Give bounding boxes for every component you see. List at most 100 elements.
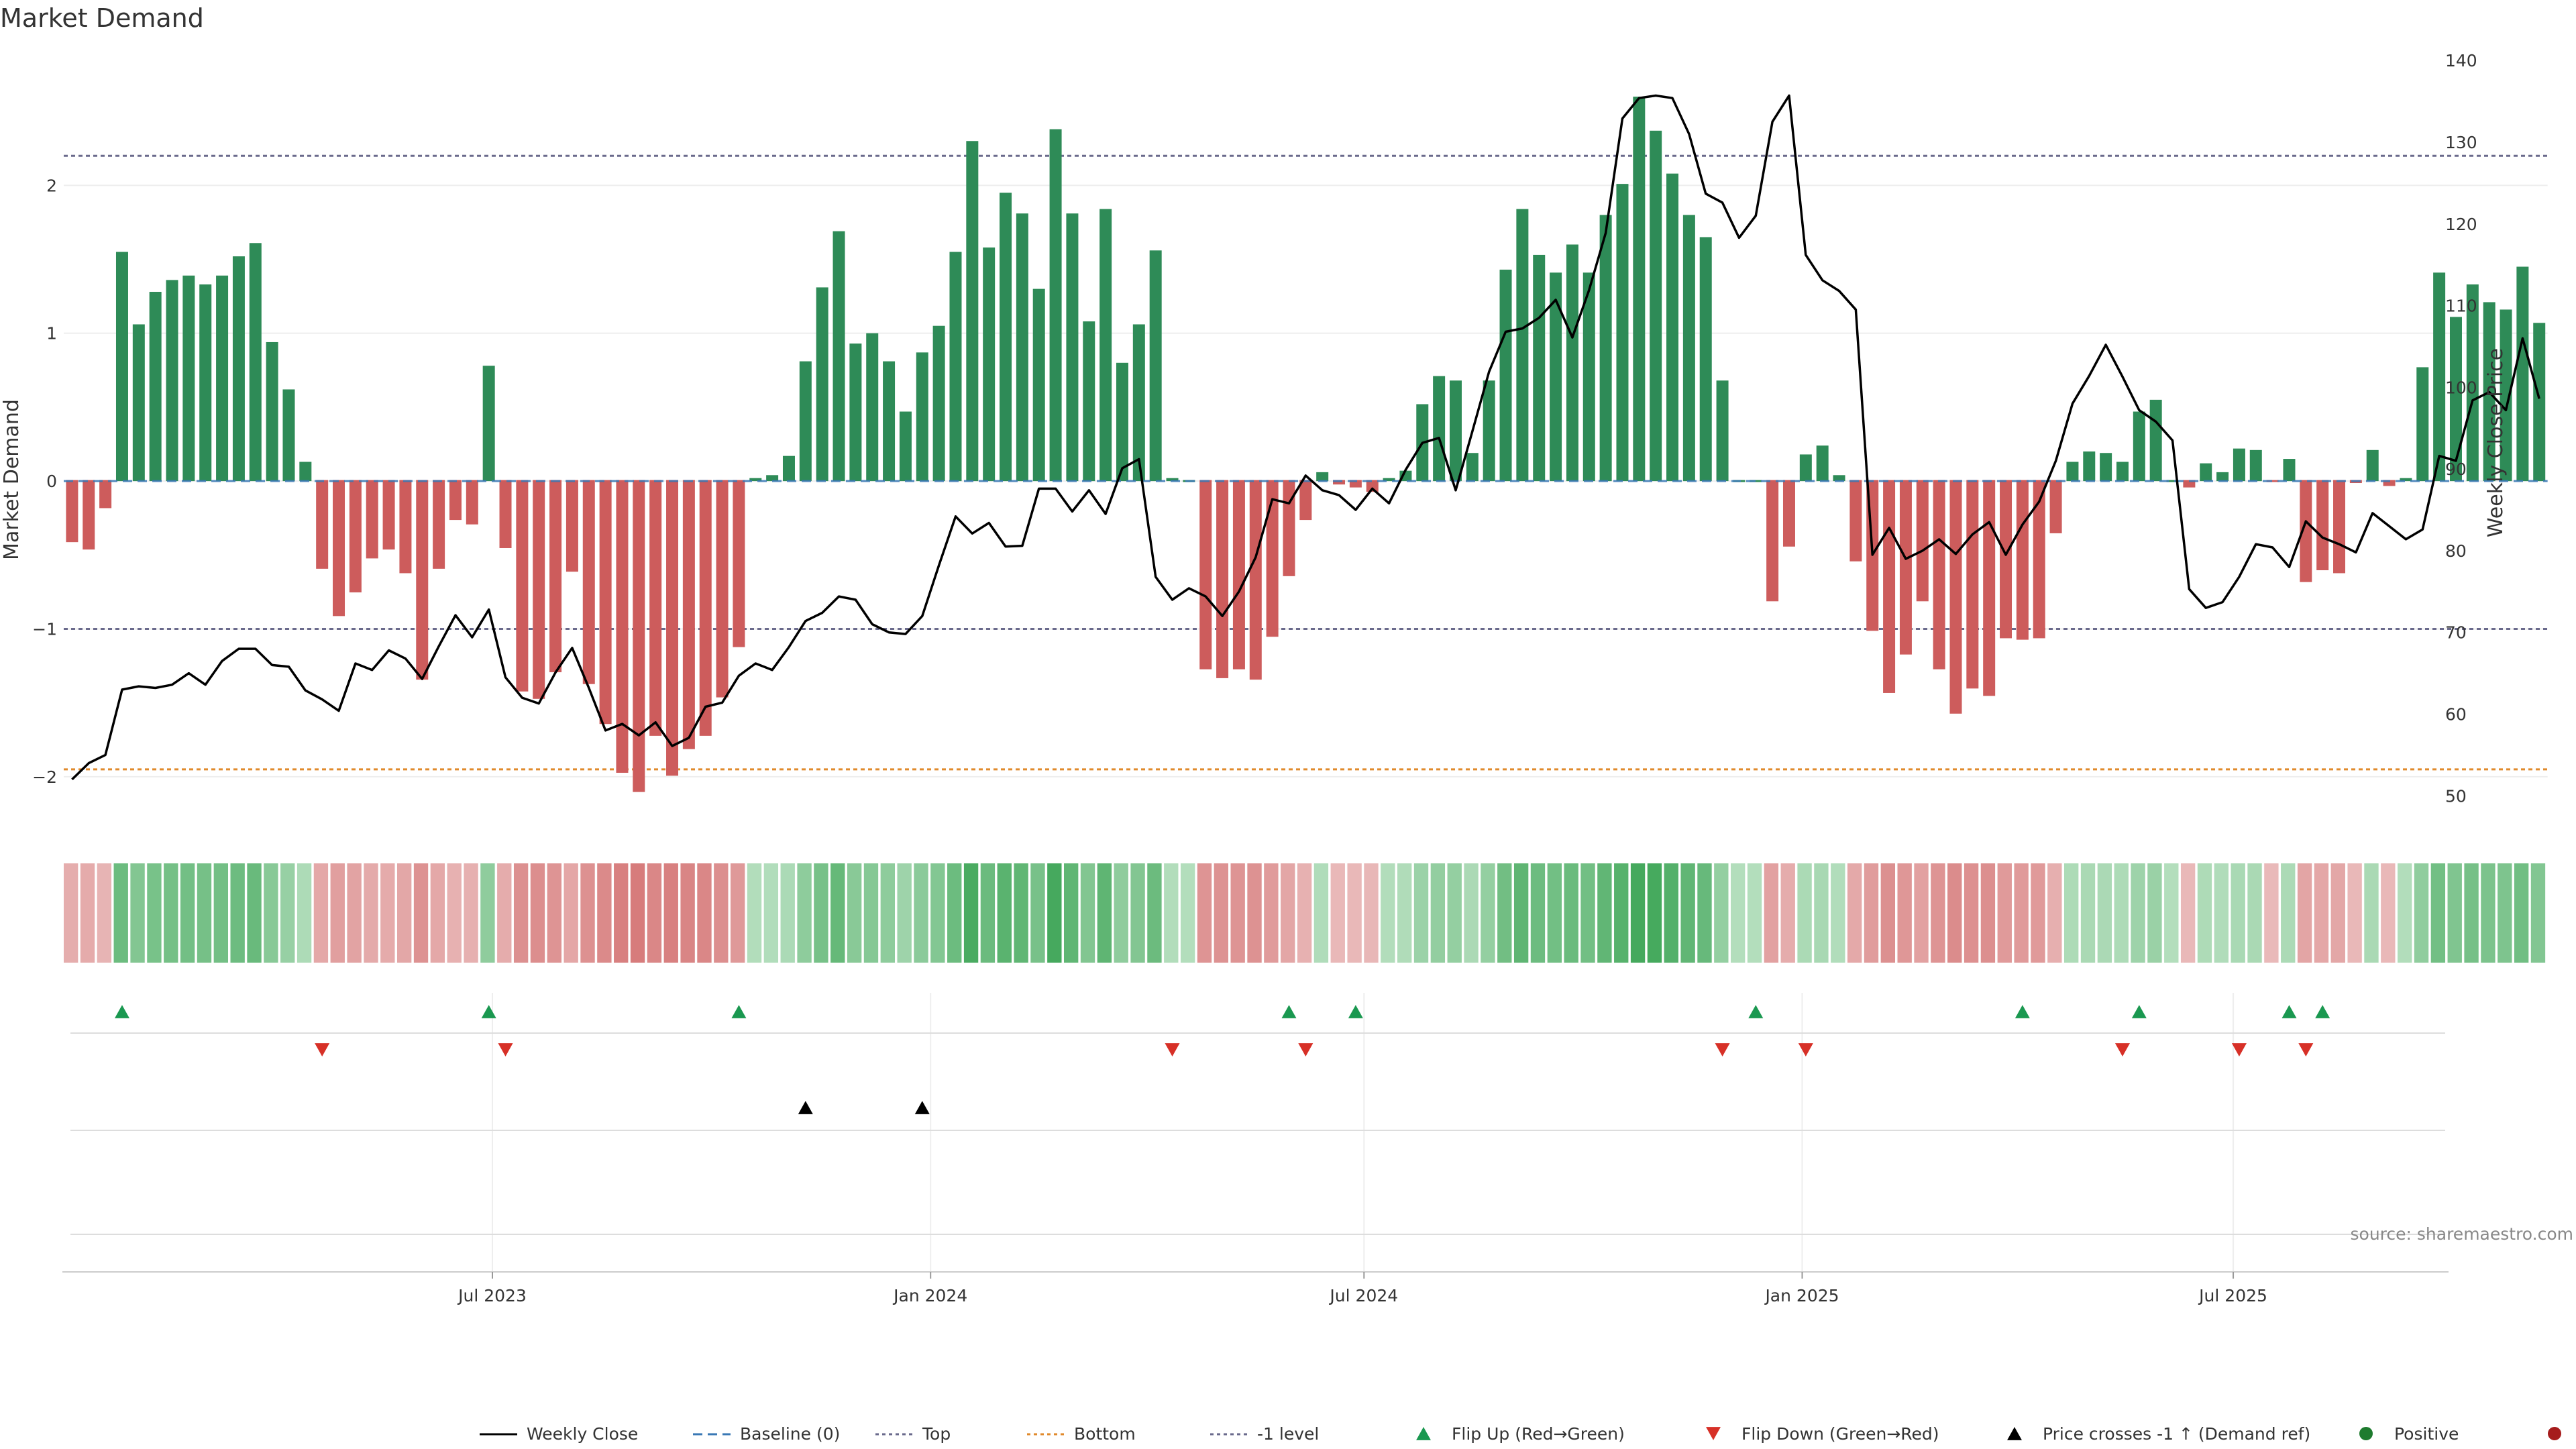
flip-down-marker bbox=[1165, 1043, 1180, 1057]
heat-cell bbox=[2514, 863, 2529, 963]
heat-cell bbox=[714, 863, 729, 963]
heat-cell bbox=[1064, 863, 1079, 963]
legend-item: Flip Down (Green→Red) bbox=[1706, 1424, 1939, 1444]
demand-bar bbox=[516, 480, 529, 692]
left-axis-label: Market Demand bbox=[0, 399, 23, 560]
heat-cell bbox=[1964, 863, 1979, 963]
heat-cell bbox=[1864, 863, 1879, 963]
demand-bar bbox=[849, 343, 862, 482]
heat-cell bbox=[1147, 863, 1162, 963]
demand-bar bbox=[132, 324, 145, 482]
flip-up-marker bbox=[114, 1005, 129, 1018]
heat-cell bbox=[2014, 863, 2029, 963]
heat-cell bbox=[2447, 863, 2462, 963]
heat-cell bbox=[2164, 863, 2179, 963]
heat-cell bbox=[297, 863, 312, 963]
demand-bar bbox=[1766, 480, 1779, 602]
heat-cell bbox=[1847, 863, 1862, 963]
demand-bar bbox=[966, 141, 979, 482]
flip-up-marker bbox=[2015, 1005, 2030, 1018]
demand-bar bbox=[2466, 284, 2479, 482]
flip-up-marker bbox=[2282, 1005, 2297, 1018]
weekly-close-line bbox=[71, 94, 2540, 781]
x-tick-label: Jan 2025 bbox=[1764, 1286, 1839, 1305]
heat-cell bbox=[113, 863, 128, 963]
demand-bar bbox=[2083, 451, 2096, 482]
demand-bar bbox=[382, 480, 395, 550]
heat-cell bbox=[1264, 863, 1279, 963]
heat-cell bbox=[2314, 863, 2329, 963]
demand-bar bbox=[932, 325, 945, 482]
heat-cell bbox=[230, 863, 245, 963]
demand-bar bbox=[1949, 480, 1962, 714]
heat-cell bbox=[413, 863, 429, 963]
demand-bar bbox=[2400, 478, 2412, 482]
heat-cell bbox=[697, 863, 712, 963]
heat-cell bbox=[2097, 863, 2112, 963]
demand-bar bbox=[1983, 480, 1996, 696]
heat-cell bbox=[580, 863, 595, 963]
legend-swatch bbox=[2359, 1427, 2373, 1440]
heat-cell bbox=[2114, 863, 2129, 963]
heat-cell bbox=[2481, 863, 2496, 963]
heat-cell bbox=[847, 863, 862, 963]
demand-bar bbox=[2516, 266, 2529, 482]
demand-bar bbox=[2283, 459, 2296, 482]
flip-up-marker bbox=[2315, 1005, 2330, 1018]
heat-cell bbox=[264, 863, 278, 963]
demand-bar bbox=[1833, 475, 1845, 482]
heat-cell bbox=[430, 863, 445, 963]
demand-bar bbox=[2100, 453, 2112, 482]
heat-cell bbox=[1764, 863, 1779, 963]
demand-bar bbox=[416, 480, 429, 680]
heat-cell bbox=[1697, 863, 1712, 963]
heat-cell bbox=[2364, 863, 2379, 963]
demand-bar bbox=[199, 284, 212, 482]
heat-cell bbox=[2281, 863, 2296, 963]
demand-bar bbox=[716, 480, 729, 698]
heat-cell bbox=[1481, 863, 1495, 963]
demand-bar bbox=[2533, 323, 2546, 482]
demand-bar bbox=[1616, 184, 1629, 482]
demand-bar bbox=[1099, 209, 1112, 482]
legend-item: Price crosses -1 ↑ (Demand ref) bbox=[2007, 1424, 2310, 1444]
legend-item: Top bbox=[875, 1424, 951, 1444]
demand-bar bbox=[482, 366, 495, 482]
heat-cell bbox=[1680, 863, 1695, 963]
heat-cell bbox=[380, 863, 395, 963]
heat-cell bbox=[2131, 863, 2145, 963]
x-tick-label: Jul 2024 bbox=[1328, 1286, 1398, 1305]
flip-up-marker bbox=[731, 1005, 747, 1018]
heat-cell bbox=[1047, 863, 1062, 963]
demand-bar bbox=[2383, 480, 2396, 486]
demand-heat-strip bbox=[64, 863, 2546, 963]
heat-cell bbox=[130, 863, 145, 963]
heat-cell bbox=[480, 863, 495, 963]
heat-cell bbox=[2498, 863, 2512, 963]
legend-label: -1 level bbox=[1257, 1424, 1319, 1444]
heat-cell bbox=[897, 863, 912, 963]
demand-bar bbox=[2149, 399, 2162, 482]
heat-cell bbox=[1080, 863, 1095, 963]
demand-bar bbox=[799, 361, 812, 482]
x-tick-label: Jul 2023 bbox=[457, 1286, 527, 1305]
flip-down-marker bbox=[498, 1043, 513, 1057]
demand-bar bbox=[582, 480, 595, 684]
heat-cell bbox=[1364, 863, 1379, 963]
demand-bar bbox=[1132, 324, 1145, 482]
heat-cell bbox=[447, 863, 462, 963]
demand-bar bbox=[599, 480, 612, 724]
flip-down-marker bbox=[1298, 1043, 1313, 1057]
legend-item: Flip Up (Red→Green) bbox=[1416, 1424, 1625, 1444]
heat-cell bbox=[313, 863, 329, 963]
heat-cell bbox=[1580, 863, 1595, 963]
demand-bar bbox=[1699, 237, 1712, 482]
demand-bar bbox=[1199, 480, 1212, 669]
heat-cell bbox=[464, 863, 478, 963]
demand-bar bbox=[466, 480, 478, 525]
heat-cell bbox=[164, 863, 178, 963]
heat-cell bbox=[2231, 863, 2245, 963]
heat-cell bbox=[2214, 863, 2229, 963]
x-tick-label: Jul 2025 bbox=[2198, 1286, 2267, 1305]
demand-bar bbox=[1232, 480, 1245, 669]
